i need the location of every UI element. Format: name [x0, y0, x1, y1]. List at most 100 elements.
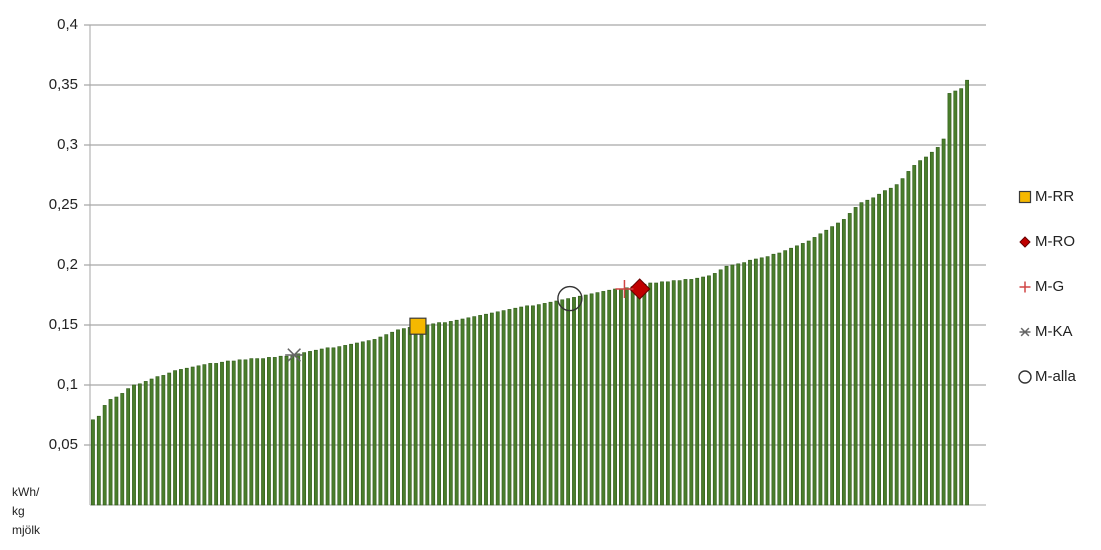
- bar: [396, 329, 400, 506]
- marker: [1019, 327, 1031, 337]
- bar: [965, 79, 969, 506]
- bar: [648, 282, 653, 506]
- bar: [302, 352, 307, 506]
- bar: [665, 281, 670, 506]
- bar: [566, 298, 571, 506]
- bar: [753, 258, 758, 506]
- y-tick-label: 0,35: [49, 76, 78, 93]
- bar: [507, 309, 512, 506]
- bar: [448, 321, 453, 506]
- bar: [519, 306, 524, 506]
- bar: [654, 282, 659, 506]
- bar: [724, 265, 729, 506]
- bar: [924, 156, 928, 506]
- bar: [671, 280, 676, 506]
- marker: [285, 348, 304, 362]
- bar: [595, 292, 600, 506]
- bar: [425, 324, 430, 506]
- bar: [184, 367, 189, 506]
- bar: [319, 348, 324, 506]
- bar: [161, 375, 166, 506]
- bar: [296, 353, 301, 506]
- bar: [830, 226, 835, 506]
- bar: [214, 363, 219, 506]
- bar: [906, 171, 911, 506]
- bar: [225, 360, 230, 506]
- bar: [331, 347, 336, 506]
- bar: [349, 343, 353, 506]
- bar: [443, 322, 447, 506]
- bar: [736, 263, 741, 506]
- bar: [689, 279, 694, 506]
- bar: [431, 323, 436, 506]
- bar: [959, 88, 964, 506]
- bar: [642, 283, 647, 506]
- bar: [619, 288, 623, 506]
- bar: [812, 237, 817, 506]
- bar: [789, 247, 793, 506]
- bar: [437, 322, 441, 506]
- bar: [707, 275, 711, 506]
- legend-label: M-alla: [1035, 368, 1076, 385]
- bar: [355, 342, 359, 506]
- marker: [409, 317, 427, 335]
- bar: [484, 313, 488, 506]
- bar: [460, 318, 465, 506]
- bar: [730, 264, 735, 506]
- bar: [419, 324, 424, 506]
- bar: [783, 250, 788, 506]
- bar: [96, 415, 101, 506]
- bar: [660, 281, 664, 506]
- bar: [554, 300, 559, 506]
- bar: [630, 286, 635, 506]
- bar: [413, 325, 418, 506]
- bar: [167, 372, 172, 506]
- y-tick-label: 0,15: [49, 316, 78, 333]
- bar: [601, 291, 606, 506]
- bar: [800, 243, 805, 506]
- bar: [208, 363, 213, 506]
- bar: [683, 279, 688, 506]
- marker: [628, 278, 651, 300]
- marker: [615, 280, 634, 298]
- bar: [501, 310, 506, 506]
- legend-label: M-RO: [1035, 233, 1075, 250]
- bar: [883, 190, 887, 506]
- bar: [525, 305, 529, 506]
- bar: [677, 280, 682, 506]
- bar: [712, 273, 717, 506]
- bar: [636, 285, 641, 506]
- bar: [343, 345, 348, 506]
- bar: [114, 396, 119, 506]
- bar: [231, 360, 236, 506]
- bar: [624, 287, 629, 506]
- bar: [290, 354, 295, 506]
- bar: [695, 277, 700, 506]
- bar: [132, 384, 136, 506]
- bar: [120, 393, 125, 506]
- bar: [871, 197, 876, 506]
- marker: [557, 285, 583, 312]
- bar: [795, 245, 799, 506]
- bar: [765, 256, 770, 506]
- bar: [249, 358, 254, 506]
- bar: [454, 319, 459, 506]
- bar: [308, 351, 312, 506]
- bar: [372, 339, 377, 506]
- bar: [149, 378, 154, 506]
- marker: [1018, 370, 1032, 384]
- bar: [941, 138, 946, 506]
- bar: [313, 349, 318, 506]
- bar: [272, 357, 277, 506]
- bar: [378, 336, 383, 506]
- y-tick-label: 0,2: [57, 256, 78, 273]
- bar: [877, 193, 881, 506]
- legend-label: M-RR: [1035, 188, 1074, 205]
- bar: [542, 303, 547, 506]
- bar: [401, 328, 406, 506]
- bar: [583, 294, 588, 506]
- bar: [384, 334, 389, 506]
- bar: [572, 297, 576, 506]
- bar: [935, 147, 940, 506]
